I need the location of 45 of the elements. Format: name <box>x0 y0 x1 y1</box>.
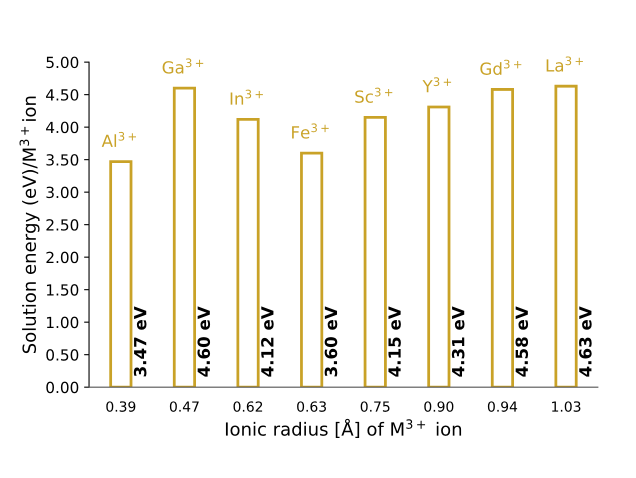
annotation: Gd$^{3+}$ <box>480 60 522 75</box>
x-tick-label: 0.62 <box>233 401 262 412</box>
annotation: Fe$^{3+}$ <box>292 123 329 139</box>
data-label: 3.47 eV <box>134 306 146 376</box>
bar <box>172 86 196 388</box>
annotation: In$^{3+}$ <box>230 90 263 105</box>
y-axis-title: Solution energy (eV)/M$^{3+}$ion <box>20 96 40 354</box>
data-label: 4.12 eV <box>261 306 274 377</box>
y-tick-label: 2.50 <box>46 219 78 231</box>
bar <box>109 160 132 388</box>
data-label: 4.31 eV <box>452 306 464 377</box>
x-tick-label: 0.63 <box>297 401 326 412</box>
x-tick-label: 0.94 <box>488 401 518 412</box>
y-tick-label: 2.00 <box>46 252 78 264</box>
x-tick-label: 0.39 <box>106 401 136 412</box>
bar <box>300 152 324 388</box>
y-tick-label: 5.00 <box>46 56 78 68</box>
bar <box>236 118 260 388</box>
bar <box>490 88 514 388</box>
x-tick-label: 0.90 <box>424 401 454 412</box>
y-tick-label: 4.00 <box>46 122 78 134</box>
bar <box>364 116 387 388</box>
annotation: Sc$^{3+}$ <box>355 88 392 103</box>
bar <box>554 84 578 388</box>
y-tick-label: 1.50 <box>46 284 78 296</box>
x-tick-label: 0.47 <box>170 401 199 412</box>
data-label: 3.60 eV <box>324 306 338 376</box>
y-tick-label: 0.50 <box>46 349 78 361</box>
data-label: 4.58 eV <box>515 306 528 377</box>
annotation: Al$^{3+}$ <box>102 132 136 147</box>
bar <box>427 106 450 388</box>
data-label: 4.15 eV <box>388 306 401 377</box>
data-label: 4.63 eV <box>579 306 592 377</box>
x-tick-label: 0.75 <box>360 401 390 412</box>
annotation: Ga$^{3+}$ <box>162 58 204 74</box>
y-tick-label: 3.00 <box>46 186 78 198</box>
y-tick-label: 3.50 <box>46 154 78 166</box>
annotation: Y$^{3+}$ <box>422 77 452 92</box>
x-tick-label: 1.03 <box>552 401 580 412</box>
annotation: La$^{3+}$ <box>546 56 583 72</box>
y-tick-label: 4.50 <box>46 89 78 101</box>
y-tick-label: 1.00 <box>46 316 78 328</box>
data-label: 4.60 eV <box>197 306 210 377</box>
x-axis-title: Ionic radius [Å] of M$^{3+}$ ion <box>226 418 462 438</box>
y-tick-label: 0.00 <box>46 382 78 394</box>
